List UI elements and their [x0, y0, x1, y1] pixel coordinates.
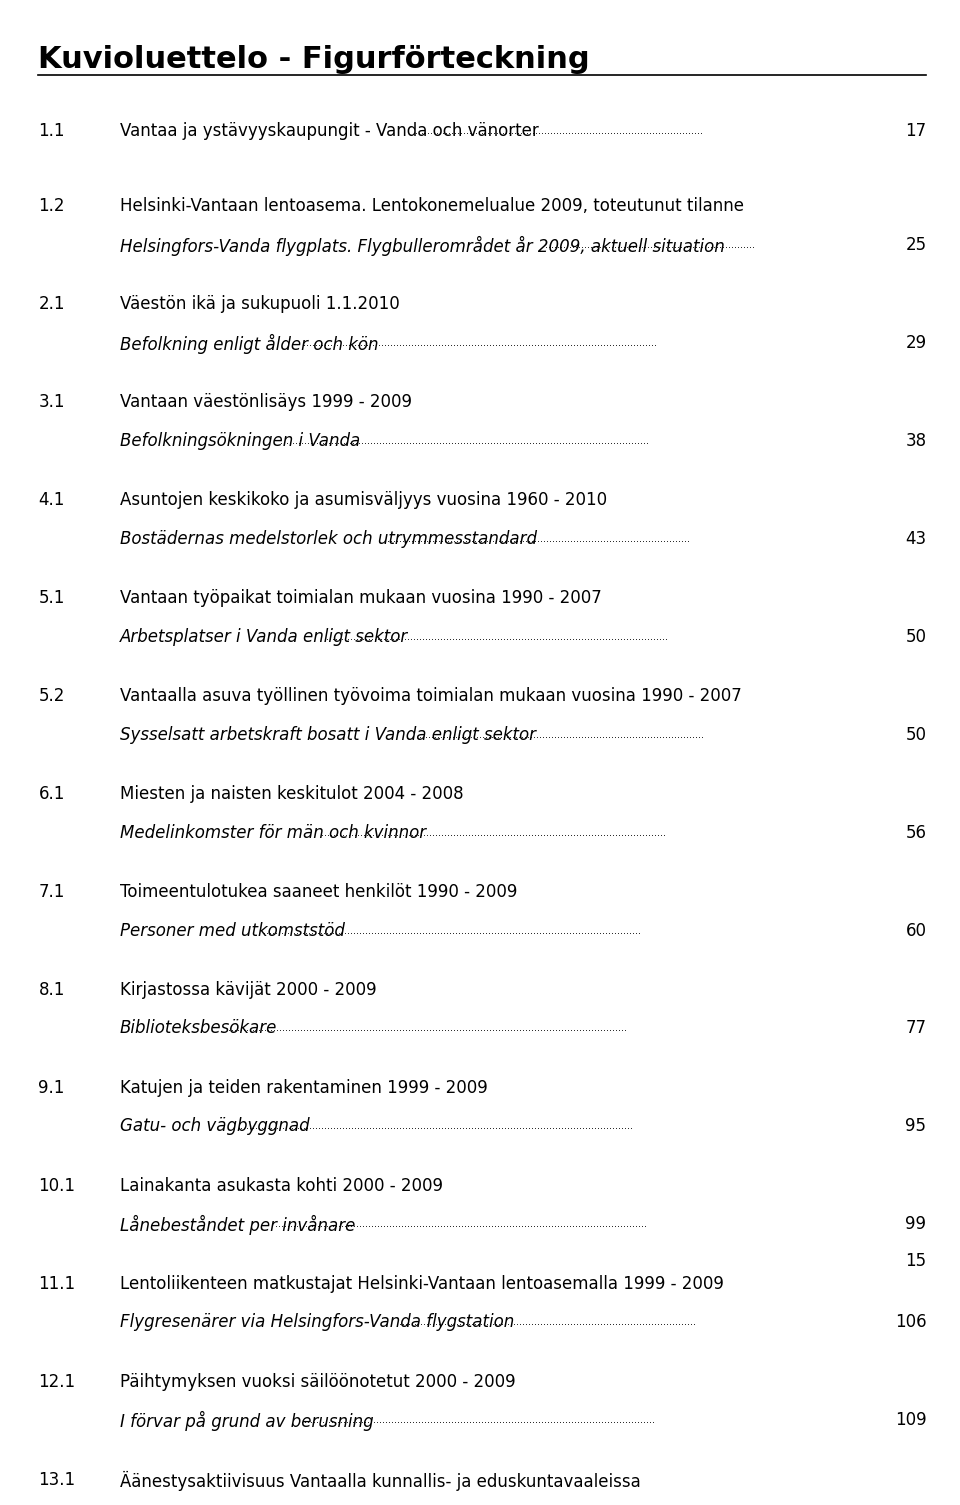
- Text: 5.2: 5.2: [38, 686, 64, 704]
- Text: Vantaalla asuva työllinen työvoima toimialan mukaan vuosina 1990 - 2007: Vantaalla asuva työllinen työvoima toimi…: [120, 686, 742, 704]
- Text: 1.2: 1.2: [38, 197, 65, 215]
- Text: Flygresenärer via Helsingfors-Vanda flygstation: Flygresenärer via Helsingfors-Vanda flyg…: [120, 1314, 515, 1332]
- Text: Helsingfors-Vanda flygplats. Flygbullerområdet år 2009, aktuell situation: Helsingfors-Vanda flygplats. Flygbullero…: [120, 236, 725, 256]
- Text: 2.1: 2.1: [38, 295, 65, 313]
- Text: 11.1: 11.1: [38, 1275, 76, 1293]
- Text: 5.1: 5.1: [38, 588, 64, 607]
- Text: ................................................................................: ........................................…: [280, 436, 649, 445]
- Text: Befolkningsökningen i Vanda: Befolkningsökningen i Vanda: [120, 432, 360, 450]
- Text: ................................................................................: ........................................…: [240, 1121, 633, 1132]
- Text: ................................................................................: ........................................…: [298, 1415, 655, 1425]
- Text: 12.1: 12.1: [38, 1373, 76, 1391]
- Text: 1.1: 1.1: [38, 122, 65, 140]
- Text: ................................................................................: ........................................…: [415, 126, 703, 137]
- Text: 95: 95: [905, 1117, 926, 1135]
- Text: 9.1: 9.1: [38, 1079, 64, 1097]
- Text: Vantaan väestönlisäys 1999 - 2009: Vantaan väestönlisäys 1999 - 2009: [120, 393, 412, 411]
- Text: 38: 38: [905, 432, 926, 450]
- Text: ................................................................................: ........................................…: [228, 1023, 628, 1034]
- Text: 99: 99: [905, 1216, 926, 1234]
- Text: Kirjastossa kävijät 2000 - 2009: Kirjastossa kävijät 2000 - 2009: [120, 981, 376, 999]
- Text: Sysselsatt arbetskraft bosatt i Vanda enligt sektor: Sysselsatt arbetskraft bosatt i Vanda en…: [120, 725, 536, 743]
- Text: Medelinkomster för män och kvinnor: Medelinkomster för män och kvinnor: [120, 823, 426, 841]
- Text: 10.1: 10.1: [38, 1177, 76, 1195]
- Text: 60: 60: [905, 921, 926, 939]
- Text: 8.1: 8.1: [38, 981, 64, 999]
- Text: Arbetsplatser i Vanda enligt sektor: Arbetsplatser i Vanda enligt sektor: [120, 628, 408, 646]
- Text: 56: 56: [905, 823, 926, 841]
- Text: 43: 43: [905, 530, 926, 548]
- Text: Bostädernas medelstorlek och utrymmesstandard: Bostädernas medelstorlek och utrymmessta…: [120, 530, 537, 548]
- Text: 3.1: 3.1: [38, 393, 65, 411]
- Text: 17: 17: [905, 122, 926, 140]
- Text: ......................................................................: ........................................…: [545, 239, 756, 250]
- Text: Vantaa ja ystävyyskaupungit - Vanda och vänorter: Vantaa ja ystävyyskaupungit - Vanda och …: [120, 122, 539, 140]
- Text: 109: 109: [895, 1412, 926, 1430]
- Text: Toimeentulotukea saaneet henkilöt 1990 - 2009: Toimeentulotukea saaneet henkilöt 1990 -…: [120, 883, 517, 901]
- Text: 25: 25: [905, 236, 926, 254]
- Text: Gatu- och vägbyggnad: Gatu- och vägbyggnad: [120, 1117, 310, 1135]
- Text: ................................................................................: ........................................…: [321, 828, 665, 838]
- Text: ................................................................................: ........................................…: [419, 730, 704, 739]
- Text: Miesten ja naisten keskitulot 2004 - 2008: Miesten ja naisten keskitulot 2004 - 200…: [120, 786, 464, 802]
- Text: Katujen ja teiden rakentaminen 1999 - 2009: Katujen ja teiden rakentaminen 1999 - 20…: [120, 1079, 488, 1097]
- Text: Äänestysaktiivisuus Vantaalla kunnallis- ja eduskuntavaaleissa: Äänestysaktiivisuus Vantaalla kunnallis-…: [120, 1470, 640, 1490]
- Text: Kuvioluettelo - Figurförteckning: Kuvioluettelo - Figurförteckning: [38, 45, 590, 74]
- Text: Vantaan työpaikat toimialan mukaan vuosina 1990 - 2007: Vantaan työpaikat toimialan mukaan vuosi…: [120, 588, 602, 607]
- Text: 15: 15: [905, 1252, 926, 1270]
- Text: Päihtymyksen vuoksi säilöönotetut 2000 - 2009: Päihtymyksen vuoksi säilöönotetut 2000 -…: [120, 1373, 516, 1391]
- Text: Personer med utkomststöd: Personer med utkomststöd: [120, 921, 345, 939]
- Text: Lainakanta asukasta kohti 2000 - 2009: Lainakanta asukasta kohti 2000 - 2009: [120, 1177, 443, 1195]
- Text: 13.1: 13.1: [38, 1470, 76, 1488]
- Text: 50: 50: [905, 725, 926, 743]
- Text: ................................................................................: ........................................…: [384, 534, 690, 543]
- Text: 106: 106: [895, 1314, 926, 1332]
- Text: Asuntojen keskikoko ja asumisväljyys vuosina 1960 - 2010: Asuntojen keskikoko ja asumisväljyys vuo…: [120, 491, 607, 509]
- Text: ................................................................................: ........................................…: [275, 1219, 647, 1230]
- Text: Biblioteksbesökare: Biblioteksbesökare: [120, 1019, 277, 1037]
- Text: Helsinki-Vantaan lentoasema. Lentokonemelualue 2009, toteutunut tilanne: Helsinki-Vantaan lentoasema. Lentokoneme…: [120, 197, 744, 215]
- Text: Befolkning enligt ålder och kön: Befolkning enligt ålder och kön: [120, 334, 378, 354]
- Text: ................................................................................: ........................................…: [263, 926, 641, 936]
- Text: 50: 50: [905, 628, 926, 646]
- Text: ................................................................................: ........................................…: [326, 632, 668, 641]
- Text: 77: 77: [905, 1019, 926, 1037]
- Text: ................................................................................: ........................................…: [396, 1317, 695, 1327]
- Text: 7.1: 7.1: [38, 883, 64, 901]
- Text: I förvar på grund av berusning: I förvar på grund av berusning: [120, 1412, 373, 1431]
- Text: 6.1: 6.1: [38, 786, 64, 802]
- Text: Lånebeståndet per invånare: Lånebeståndet per invånare: [120, 1216, 355, 1236]
- Text: Väestön ikä ja sukupuoli 1.1.2010: Väestön ikä ja sukupuoli 1.1.2010: [120, 295, 399, 313]
- Text: ................................................................................: ........................................…: [303, 337, 658, 348]
- Text: Lentoliikenteen matkustajat Helsinki-Vantaan lentoasemalla 1999 - 2009: Lentoliikenteen matkustajat Helsinki-Van…: [120, 1275, 724, 1293]
- Text: 4.1: 4.1: [38, 491, 64, 509]
- Text: 29: 29: [905, 334, 926, 352]
